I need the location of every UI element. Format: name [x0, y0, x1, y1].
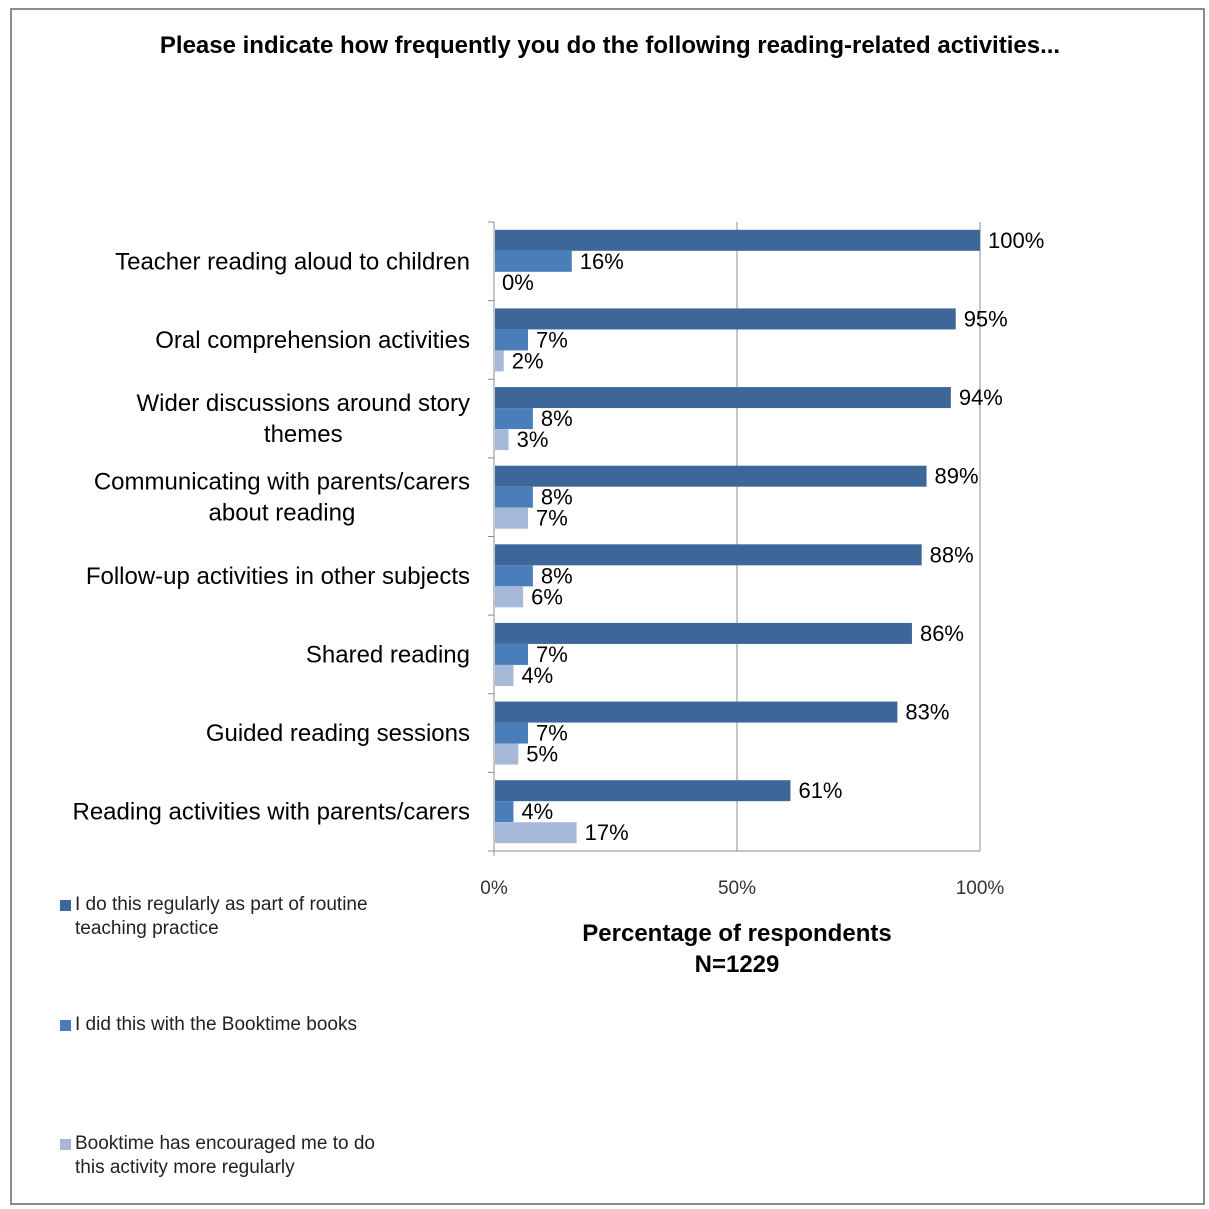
data-label: 100%	[988, 228, 1044, 253]
x-tick-label: 100%	[956, 878, 1005, 899]
bar-s1	[495, 701, 898, 723]
data-label: 3%	[517, 427, 549, 452]
x-axis-subtitle: N=1229	[694, 951, 780, 978]
data-label: 88%	[930, 542, 974, 567]
bar-s1	[495, 544, 922, 566]
legend-swatch	[60, 900, 71, 911]
data-label: 61%	[798, 778, 842, 803]
data-label: 7%	[536, 327, 568, 352]
bar-s2	[495, 408, 533, 430]
bar-s3	[495, 429, 509, 451]
category-label: Follow-up activities in other subjects	[86, 563, 470, 590]
legend-label-line: teaching practice	[75, 918, 219, 939]
category-label: Communicating with parents/carers	[94, 469, 470, 496]
category-label: Shared reading	[306, 641, 470, 668]
data-label: 8%	[541, 485, 573, 510]
bar-s3	[495, 586, 524, 608]
bar-s2	[495, 565, 533, 587]
bar-s2	[495, 329, 529, 351]
bar-s3	[495, 743, 519, 765]
data-label: 94%	[959, 385, 1003, 410]
data-label: 7%	[536, 506, 568, 531]
data-label: 4%	[521, 799, 553, 824]
legend-label-line: this activity more regularly	[75, 1157, 295, 1178]
bar-s2	[495, 486, 533, 508]
data-label: 86%	[920, 621, 964, 646]
chart-frame	[10, 8, 1205, 1205]
chart-title: Please indicate how frequently you do th…	[159, 32, 1061, 59]
bar-s1	[495, 780, 791, 802]
bar-s3	[495, 822, 577, 844]
category-label: Teacher reading aloud to children	[115, 248, 470, 275]
data-label: 8%	[541, 563, 573, 588]
data-label: 7%	[536, 721, 568, 746]
data-label: 7%	[536, 642, 568, 667]
x-axis-title: Percentage of respondents	[582, 920, 892, 947]
data-label: 89%	[935, 464, 979, 489]
bar-s3	[495, 664, 514, 686]
legend-label: I do this regularly as part of routine te…	[75, 893, 435, 941]
data-label: 5%	[526, 742, 558, 767]
bar-s1	[495, 465, 927, 487]
bar-s1	[495, 308, 956, 330]
x-tick-label: 50%	[718, 878, 756, 899]
category-label: Oral comprehension activities	[155, 327, 470, 354]
bar-s3	[495, 507, 529, 529]
data-label: 83%	[905, 700, 949, 725]
data-label: 17%	[585, 820, 629, 845]
category-label: themes	[264, 421, 343, 448]
category-label: about reading	[209, 500, 356, 527]
legend-label-line: I did this with the Booktime books	[75, 1014, 357, 1035]
bar-s2	[495, 801, 514, 823]
data-label: 8%	[541, 406, 573, 431]
category-label: Wider discussions around story	[137, 390, 470, 417]
bar-s1	[495, 229, 980, 251]
legend-swatch	[60, 1020, 71, 1031]
bar-s2	[495, 250, 572, 272]
bar-s2	[495, 643, 529, 665]
legend-label-line: I do this regularly as part of routine	[75, 894, 368, 915]
bar-s1	[495, 622, 912, 644]
data-label: 6%	[531, 584, 563, 609]
data-label: 0%	[502, 270, 534, 295]
legend-label: Booktime has encouraged me to do this act…	[75, 1132, 435, 1180]
x-tick-label: 0%	[480, 878, 508, 899]
bar-s1	[495, 387, 951, 409]
data-label: 95%	[964, 306, 1008, 331]
bar-s2	[495, 722, 529, 744]
data-label: 4%	[521, 663, 553, 688]
data-label: 16%	[580, 249, 624, 274]
legend-label: I did this with the Booktime books	[75, 1013, 435, 1037]
data-label: 2%	[512, 348, 544, 373]
bar-s3	[495, 350, 504, 372]
legend-swatch	[60, 1139, 71, 1150]
category-label: Guided reading sessions	[206, 720, 470, 747]
x-axis-label: Percentage of respondents N=1229	[537, 918, 937, 980]
legend-label-line: Booktime has encouraged me to do	[75, 1133, 375, 1154]
category-label: Reading activities with parents/carers	[72, 799, 470, 826]
